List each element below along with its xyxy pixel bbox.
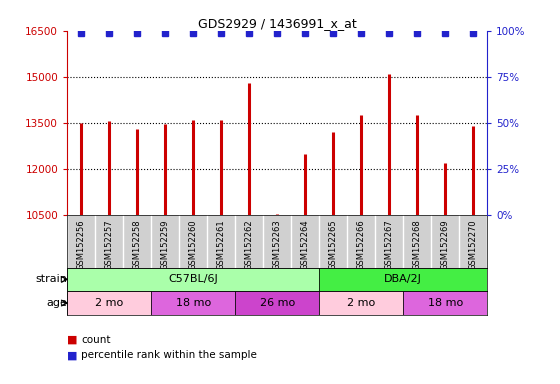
Bar: [319, 268, 487, 291]
Text: 18 mo: 18 mo: [176, 298, 211, 308]
Title: GDS2929 / 1436991_x_at: GDS2929 / 1436991_x_at: [198, 17, 357, 30]
Text: C57BL/6J: C57BL/6J: [169, 274, 218, 285]
Text: ■: ■: [67, 335, 78, 345]
Text: GSM152259: GSM152259: [161, 219, 170, 270]
Text: GSM152263: GSM152263: [273, 219, 282, 270]
Text: 18 mo: 18 mo: [428, 298, 463, 308]
Text: percentile rank within the sample: percentile rank within the sample: [81, 350, 257, 360]
Bar: [235, 291, 319, 315]
Text: GSM152269: GSM152269: [441, 219, 450, 270]
Text: GSM152267: GSM152267: [385, 219, 394, 270]
Text: GSM152257: GSM152257: [105, 219, 114, 270]
Text: 2 mo: 2 mo: [347, 298, 375, 308]
Bar: [67, 268, 319, 291]
Text: count: count: [81, 335, 111, 345]
Text: GSM152260: GSM152260: [189, 219, 198, 270]
Bar: [67, 291, 151, 315]
Text: 26 mo: 26 mo: [260, 298, 295, 308]
Bar: [319, 291, 403, 315]
Text: age: age: [46, 298, 67, 308]
Bar: [403, 291, 487, 315]
Text: GSM152261: GSM152261: [217, 219, 226, 270]
Text: ■: ■: [67, 350, 78, 360]
Text: GSM152264: GSM152264: [301, 219, 310, 270]
Bar: [151, 291, 235, 315]
Text: strain: strain: [35, 274, 67, 285]
Text: GSM152268: GSM152268: [413, 219, 422, 270]
Text: GSM152258: GSM152258: [133, 219, 142, 270]
Text: 2 mo: 2 mo: [95, 298, 123, 308]
Text: GSM152270: GSM152270: [469, 219, 478, 270]
Text: DBA/2J: DBA/2J: [384, 274, 422, 285]
Text: GSM152256: GSM152256: [77, 219, 86, 270]
Text: GSM152262: GSM152262: [245, 219, 254, 270]
Text: GSM152265: GSM152265: [329, 219, 338, 270]
Text: GSM152266: GSM152266: [357, 219, 366, 270]
